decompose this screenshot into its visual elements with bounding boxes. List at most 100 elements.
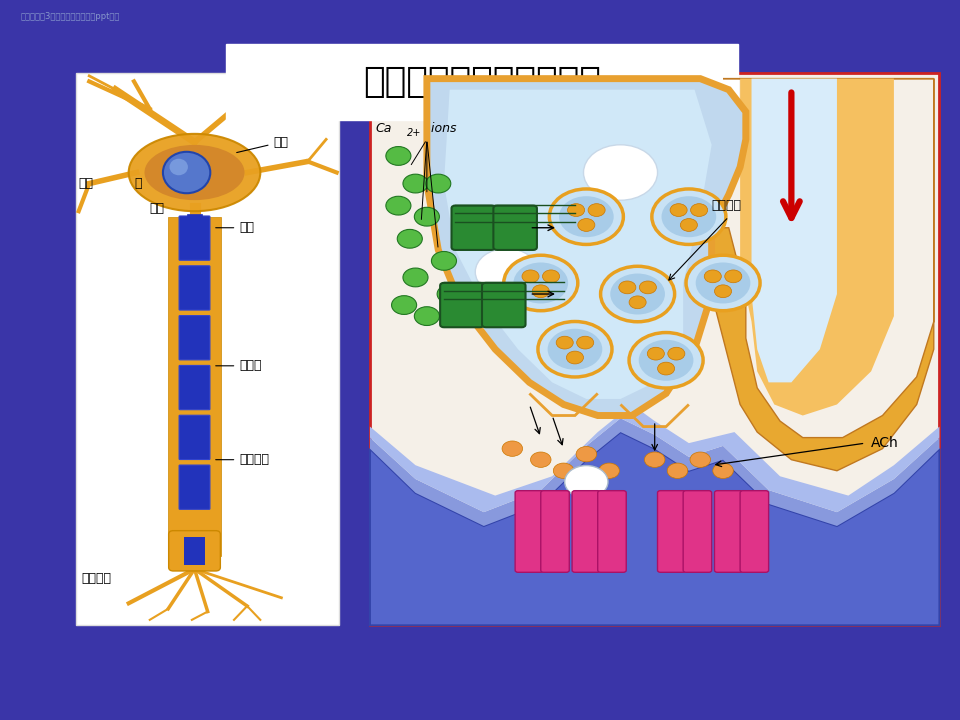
Circle shape — [658, 362, 675, 375]
Circle shape — [559, 197, 613, 237]
FancyBboxPatch shape — [227, 45, 738, 120]
Circle shape — [567, 204, 585, 217]
Circle shape — [712, 463, 733, 478]
Circle shape — [639, 281, 657, 294]
Circle shape — [690, 204, 708, 217]
Circle shape — [584, 145, 658, 200]
Circle shape — [386, 147, 411, 166]
FancyBboxPatch shape — [180, 315, 210, 360]
Bar — [186, 214, 203, 239]
Bar — [184, 537, 205, 564]
Circle shape — [588, 204, 605, 217]
Bar — [370, 73, 940, 626]
Circle shape — [629, 333, 703, 388]
Circle shape — [397, 230, 422, 248]
Circle shape — [502, 441, 522, 456]
Circle shape — [576, 446, 596, 462]
FancyBboxPatch shape — [740, 490, 769, 572]
FancyBboxPatch shape — [180, 465, 210, 509]
Circle shape — [686, 255, 760, 311]
Circle shape — [670, 204, 687, 217]
Circle shape — [556, 336, 573, 349]
Text: ACh: ACh — [871, 436, 899, 450]
Circle shape — [652, 189, 726, 244]
FancyBboxPatch shape — [440, 283, 484, 328]
FancyBboxPatch shape — [572, 490, 601, 572]
Circle shape — [415, 207, 440, 226]
Circle shape — [696, 263, 751, 303]
Circle shape — [681, 219, 697, 231]
Circle shape — [403, 174, 428, 193]
FancyBboxPatch shape — [482, 283, 525, 328]
Circle shape — [403, 268, 428, 287]
Polygon shape — [444, 90, 711, 399]
Circle shape — [566, 351, 584, 364]
Ellipse shape — [129, 134, 260, 211]
Polygon shape — [752, 78, 837, 382]
Text: 2+: 2+ — [407, 128, 421, 138]
Circle shape — [690, 452, 710, 467]
Circle shape — [542, 270, 560, 283]
FancyBboxPatch shape — [180, 216, 210, 260]
Circle shape — [514, 263, 568, 303]
Polygon shape — [370, 432, 940, 626]
Circle shape — [553, 463, 574, 478]
Text: 胞体: 胞体 — [237, 135, 288, 153]
Bar — [76, 73, 339, 626]
Text: Ca: Ca — [375, 122, 392, 135]
FancyBboxPatch shape — [180, 415, 210, 459]
Text: 突触小体: 突触小体 — [82, 572, 111, 585]
Circle shape — [705, 270, 721, 283]
Circle shape — [392, 296, 417, 315]
Circle shape — [601, 266, 675, 322]
FancyBboxPatch shape — [540, 490, 569, 572]
Circle shape — [522, 270, 540, 283]
Circle shape — [532, 285, 549, 297]
Circle shape — [629, 296, 646, 309]
Circle shape — [547, 329, 602, 370]
Polygon shape — [370, 418, 940, 526]
Text: 施万细胞: 施万细胞 — [216, 453, 269, 466]
Circle shape — [638, 340, 693, 381]
FancyBboxPatch shape — [714, 490, 743, 572]
FancyBboxPatch shape — [451, 205, 495, 250]
Polygon shape — [711, 78, 934, 471]
Circle shape — [725, 270, 742, 283]
Circle shape — [475, 248, 538, 295]
Polygon shape — [427, 78, 746, 415]
Ellipse shape — [163, 152, 210, 193]
Text: 始段: 始段 — [216, 221, 254, 234]
FancyBboxPatch shape — [493, 205, 537, 250]
Circle shape — [599, 463, 619, 478]
Circle shape — [431, 251, 457, 270]
Text: 郎飞结: 郎飞结 — [216, 359, 262, 372]
FancyBboxPatch shape — [598, 490, 626, 572]
Circle shape — [714, 285, 732, 297]
Bar — [168, 217, 221, 557]
Text: 树突: 树突 — [79, 177, 94, 190]
Circle shape — [549, 189, 623, 244]
Circle shape — [647, 347, 664, 360]
Circle shape — [415, 307, 440, 325]
Circle shape — [668, 347, 684, 360]
Circle shape — [577, 336, 593, 349]
Text: 突触囊泡: 突触囊泡 — [711, 199, 742, 212]
Polygon shape — [740, 78, 894, 415]
FancyBboxPatch shape — [658, 490, 686, 572]
Circle shape — [611, 274, 665, 315]
Circle shape — [425, 174, 451, 193]
Polygon shape — [370, 405, 940, 512]
Circle shape — [667, 463, 687, 478]
Circle shape — [531, 452, 551, 467]
Circle shape — [661, 197, 716, 237]
FancyBboxPatch shape — [169, 531, 221, 571]
Circle shape — [564, 466, 608, 498]
FancyBboxPatch shape — [684, 490, 711, 572]
FancyBboxPatch shape — [180, 366, 210, 410]
Text: 核: 核 — [134, 177, 141, 190]
Text: 轴丘: 轴丘 — [150, 202, 165, 215]
Ellipse shape — [145, 145, 245, 200]
Text: 神经生物学3突触的功能讲解材料ppt课件: 神经生物学3突触的功能讲解材料ppt课件 — [20, 12, 120, 21]
Circle shape — [644, 452, 665, 467]
Circle shape — [578, 219, 595, 231]
